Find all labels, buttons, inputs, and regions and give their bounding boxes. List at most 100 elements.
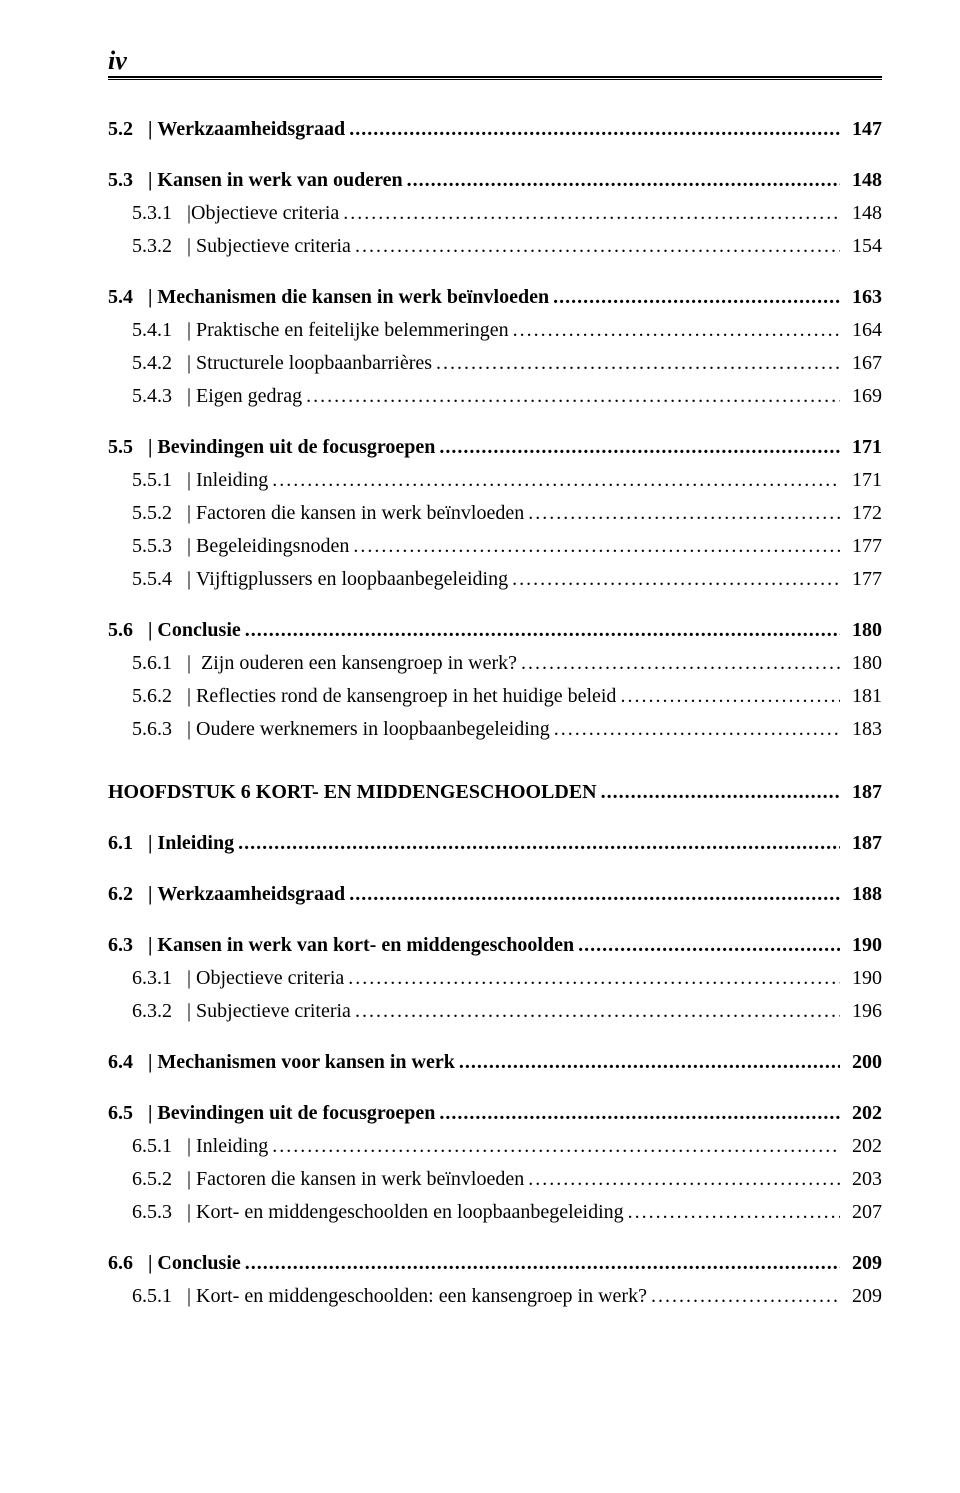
toc-entry-number: 6.5.2: [132, 1166, 172, 1193]
toc-entry-title: Kort- en middengeschoolden: een kansengr…: [196, 1283, 651, 1310]
toc-dot-leader: [528, 500, 840, 527]
toc-entry-title: Factoren die kansen in werk beïnvloeden: [196, 1166, 528, 1193]
toc-entry-page: 180: [840, 650, 882, 677]
toc-dot-leader: [554, 716, 840, 743]
toc-entry: 5.5.4 | Vijftigplussers en loopbaanbegel…: [108, 566, 882, 593]
toc-entry-separator: |: [172, 1133, 196, 1160]
toc-entry-title: Werkzaamheidsgraad: [157, 881, 349, 908]
toc-entry-separator: |: [172, 1199, 196, 1226]
toc-entry-number: 6.3.1: [132, 965, 172, 992]
toc-entry-separator: |: [172, 716, 196, 743]
toc-entry-number: 5.4.1: [132, 317, 172, 344]
toc-entry-separator: |: [172, 317, 196, 344]
toc-entry-page: 177: [840, 566, 882, 593]
toc-entry-separator: |: [133, 830, 157, 857]
toc-entry: 5.4.1 | Praktische en feitelijke belemme…: [108, 317, 882, 344]
toc-entry-page: 187: [840, 830, 882, 857]
toc-entry-number: 6.5.1: [132, 1133, 172, 1160]
toc-entry-title: Objectieve criteria: [191, 200, 343, 227]
toc-entry-number: 5.6: [108, 617, 133, 644]
toc-entry-page: 190: [840, 965, 882, 992]
toc-entry-title: Kansen in werk van ouderen: [157, 167, 406, 194]
toc-entry: 6.5 | Bevindingen uit de focusgroepen202: [108, 1100, 882, 1127]
toc-entry-title: Kort- en middengeschoolden en loopbaanbe…: [196, 1199, 628, 1226]
toc-entry-title: Inleiding: [196, 1133, 272, 1160]
toc-entry-separator: |: [172, 566, 196, 593]
toc-dot-leader: [436, 350, 840, 377]
toc-entry-title: Inleiding: [196, 467, 272, 494]
toc-entry-separator: |: [172, 233, 196, 260]
toc-entry-number: 5.3: [108, 167, 133, 194]
toc-entry: 5.2 | Werkzaamheidsgraad147: [108, 116, 882, 143]
toc-entry: 5.6.2 | Reflecties rond de kansengroep i…: [108, 683, 882, 710]
toc-entry-title: Bevindingen uit de focusgroepen: [157, 434, 439, 461]
toc-entry-title: Inleiding: [157, 830, 238, 857]
toc-entry: 6.6 | Conclusie209: [108, 1250, 882, 1277]
toc-entry-number: 6.1: [108, 830, 133, 857]
toc-entry: 6.3.2 | Subjectieve criteria196: [108, 998, 882, 1025]
toc-entry-number: 5.4.2: [132, 350, 172, 377]
toc-entry-number: 6.5.1: [132, 1283, 172, 1310]
toc-dot-leader: [306, 383, 840, 410]
toc-entry-page: 154: [840, 233, 882, 260]
toc-entry: 5.3.1 |Objectieve criteria148: [108, 200, 882, 227]
toc-dot-leader: [628, 1199, 840, 1226]
toc-entry-title: Begeleidingsnoden: [196, 533, 353, 560]
toc-entry-number: 5.5: [108, 434, 133, 461]
toc-entry-page: 183: [840, 716, 882, 743]
toc-entry: 5.3 | Kansen in werk van ouderen 148: [108, 167, 882, 194]
toc-entry-page: 203: [840, 1166, 882, 1193]
toc-entry-title: Mechanismen voor kansen in werk: [157, 1049, 458, 1076]
toc-dot-leader: [439, 434, 840, 461]
toc-dot-leader: [245, 1250, 840, 1277]
toc-entry-title: Factoren die kansen in werk beïnvloeden: [196, 500, 528, 527]
toc-dot-leader: [355, 998, 840, 1025]
toc-dot-leader: [651, 1283, 840, 1310]
toc-dot-leader: [407, 167, 840, 194]
toc-entry-page: 169: [840, 383, 882, 410]
toc-entry-page: 180: [840, 617, 882, 644]
toc-entry-title: Kansen in werk van kort- en middengescho…: [157, 932, 578, 959]
toc-entry-separator: |: [133, 932, 157, 959]
toc-entry-title: Subjectieve criteria: [196, 233, 355, 260]
toc-entry: 6.5.1 | Kort- en middengeschoolden: een …: [108, 1283, 882, 1310]
toc-entry-number: 6.3: [108, 932, 133, 959]
toc-entry: 5.4.2 | Structurele loopbaanbarrières167: [108, 350, 882, 377]
toc-entry-page: 171: [840, 434, 882, 461]
toc-entry-separator: |: [172, 383, 196, 410]
toc-entry-page: 187: [840, 779, 882, 806]
toc-dot-leader: [272, 1133, 840, 1160]
toc-entry-title: Objectieve criteria: [196, 965, 348, 992]
toc-entry-number: 5.5.2: [132, 500, 172, 527]
toc-entry-page: 148: [840, 167, 882, 194]
toc-entry-number: 6.6: [108, 1250, 133, 1277]
toc-entry-number: 5.6.3: [132, 716, 172, 743]
toc-dot-leader: [439, 1100, 840, 1127]
toc-entry-title: Reflecties rond de kansengroep in het hu…: [196, 683, 620, 710]
toc-dot-leader: [578, 932, 840, 959]
toc-entry: 6.4 | Mechanismen voor kansen in werk200: [108, 1049, 882, 1076]
toc-entry-page: 164: [840, 317, 882, 344]
toc-entry: 6.5.1 | Inleiding202: [108, 1133, 882, 1160]
toc-entry-page: 188: [840, 881, 882, 908]
toc-entry-separator: |: [172, 500, 196, 527]
toc-entry-number: 5.4.3: [132, 383, 172, 410]
toc-entry-separator: |: [172, 650, 201, 677]
toc-entry: 5.4 | Mechanismen die kansen in werk beï…: [108, 284, 882, 311]
toc-entry: 6.5.3 | Kort- en middengeschoolden en lo…: [108, 1199, 882, 1226]
toc-entry-page: 172: [840, 500, 882, 527]
toc-entry-title: Conclusie: [157, 1250, 244, 1277]
toc-entry-separator: |: [172, 1166, 196, 1193]
toc-dot-leader: [459, 1049, 840, 1076]
toc-entry-separator: |: [133, 167, 157, 194]
toc-entry-page: 147: [840, 116, 882, 143]
toc-entry: 5.5 | Bevindingen uit de focusgroepen171: [108, 434, 882, 461]
toc-entry: 5.4.3 | Eigen gedrag169: [108, 383, 882, 410]
toc-entry-separator: |: [172, 350, 196, 377]
toc-dot-leader: [349, 881, 840, 908]
toc-entry-separator: |: [133, 617, 157, 644]
toc-entry-page: 209: [840, 1283, 882, 1310]
toc-entry-title: Subjectieve criteria: [196, 998, 355, 1025]
header-rule-top: [108, 76, 882, 78]
toc-entry-page: 167: [840, 350, 882, 377]
